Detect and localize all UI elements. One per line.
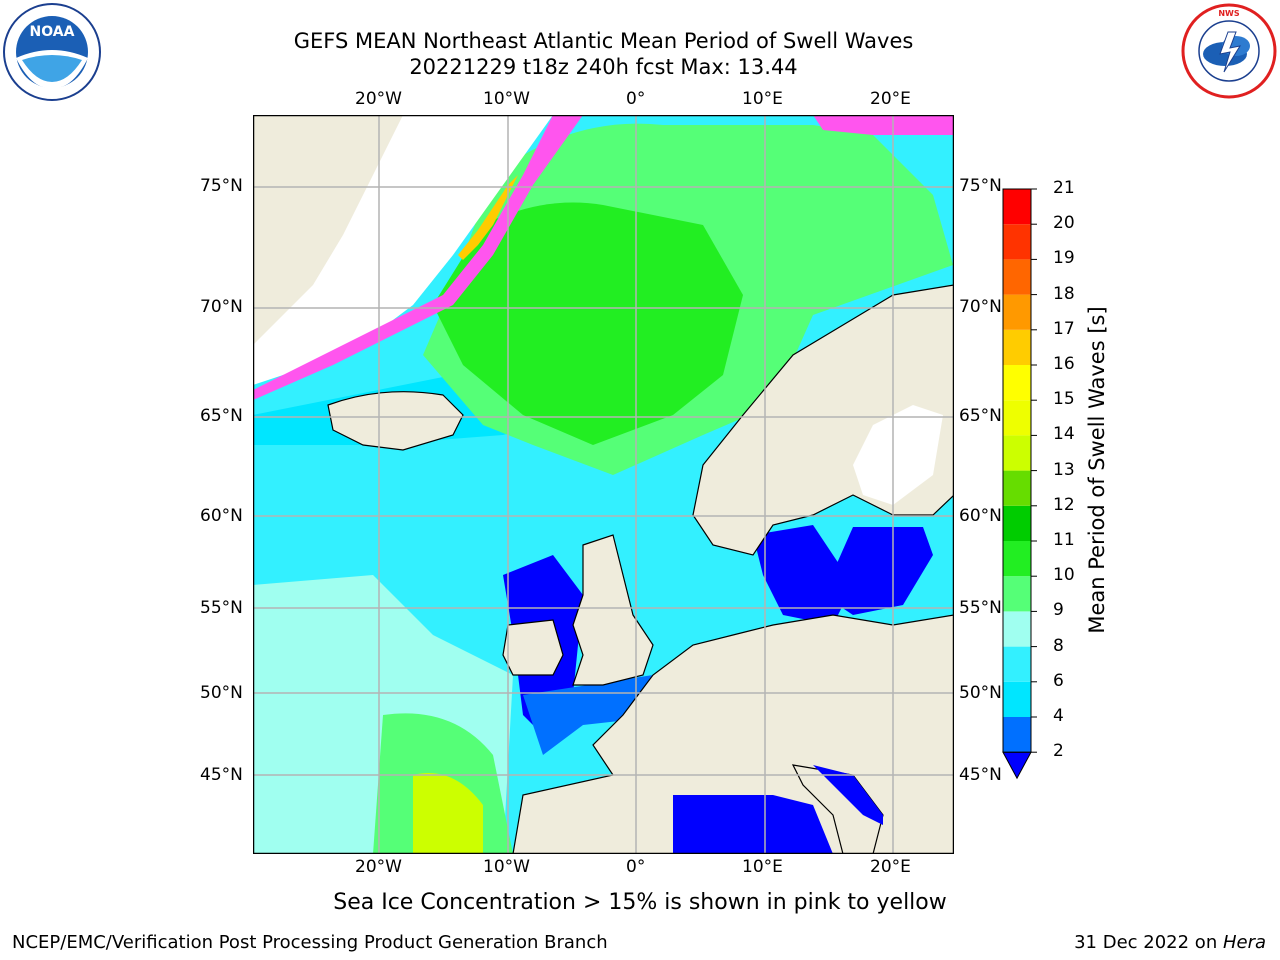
adriatic: [813, 765, 883, 825]
colorbar-segment: [1003, 189, 1031, 225]
colorbar-tick-label: 4: [1053, 706, 1064, 726]
lon-label-top-20e: 20°E: [870, 89, 911, 109]
colorbar-segment: [1003, 717, 1031, 753]
lon-label-top-20w: 20°W: [355, 89, 402, 109]
lon-label-bottom-10w: 10°W: [483, 857, 530, 877]
sea-ice-edge: [253, 115, 583, 400]
sea-ice-caption: Sea Ice Concentration > 15% is shown in …: [333, 890, 947, 915]
lon-label-bottom-10e: 10°E: [742, 857, 783, 877]
colorbar-tick-label: 17: [1053, 318, 1075, 339]
colorbar: [1002, 188, 1037, 780]
lon-label-top-0: 0°: [626, 89, 646, 109]
swell-field-green-core: [433, 202, 743, 445]
lat-label-left-45n: 45°N: [200, 765, 243, 785]
lat-label-left-70n: 70°N: [200, 297, 243, 317]
lon-label-bottom-20w: 20°W: [355, 857, 402, 877]
lat-label-left-65n: 65°N: [200, 406, 243, 426]
footer-date: 31 Dec 2022 on Hera: [1074, 932, 1266, 953]
colorbar-segment: [1003, 329, 1031, 365]
colorbar-segment: [1003, 611, 1031, 647]
lat-label-right-70n: 70°N: [959, 297, 1002, 317]
colorbar-segment: [1003, 224, 1031, 260]
colorbar-tick-label: 6: [1053, 670, 1064, 691]
lat-label-right-55n: 55°N: [959, 598, 1002, 618]
chart-subtitle: 20221229 t18z 240h fcst Max: 13.44: [409, 55, 798, 79]
ireland: [502, 619, 564, 676]
colorbar-label: Mean Period of Swell Waves [s]: [1085, 306, 1109, 634]
colorbar-tick-label: 11: [1053, 530, 1075, 550]
lon-label-top-10e: 10°E: [742, 89, 783, 109]
footer-machine: Hera: [1222, 932, 1266, 953]
colorbar-tick-label: 16: [1053, 354, 1075, 374]
footer-date-text: 31 Dec 2022 on: [1074, 932, 1223, 953]
colorbar-tick-label: 9: [1053, 600, 1064, 621]
colorbar-tick-label: 13: [1053, 459, 1075, 480]
colorbar-segment: [1003, 259, 1031, 295]
lat-label-right-60n: 60°N: [959, 506, 1002, 526]
colorbar-segment: [1003, 646, 1031, 682]
svalbard-ice: [813, 115, 953, 135]
med-sea: [673, 795, 833, 854]
footer-branch: NCEP/EMC/Verification Post Processing Pr…: [12, 932, 608, 953]
lat-label-left-75n: 75°N: [200, 176, 243, 196]
colorbar-tick-label: 19: [1053, 248, 1075, 269]
colorbar-tick-label: 18: [1053, 283, 1075, 304]
map-panel: [253, 115, 954, 854]
colorbar-segment: [1003, 294, 1031, 330]
lon-label-bottom-20e: 20°E: [870, 857, 911, 877]
lon-label-top-10w: 10°W: [483, 89, 530, 109]
graticule: [253, 115, 954, 854]
colorbar-extend-arrow: [1002, 751, 1032, 780]
swell-field-yellow-green-sw: [413, 773, 483, 854]
swell-field-blue-baltic-east: [823, 527, 933, 615]
colorbar-segment: [1003, 576, 1031, 612]
lon-label-bottom-0: 0°: [626, 857, 646, 877]
colorbar-tick-label: 8: [1053, 635, 1064, 656]
lat-label-left-50n: 50°N: [200, 683, 243, 703]
noaa-logo-text: NOAA: [30, 24, 75, 40]
lat-label-left-60n: 60°N: [200, 506, 243, 526]
colorbar-segment: [1003, 400, 1031, 436]
colorbar-tick-label: 12: [1053, 494, 1075, 515]
colorbar-segment: [1003, 365, 1031, 401]
colorbar-tick-label: 21: [1053, 178, 1075, 198]
lat-label-right-65n: 65°N: [959, 406, 1002, 426]
colorbar-segment: [1003, 681, 1031, 717]
colorbar-tick-label: 2: [1053, 741, 1064, 762]
lat-label-right-50n: 50°N: [959, 683, 1002, 703]
colorbar-segment: [1003, 435, 1031, 471]
svg-text:NWS: NWS: [1218, 9, 1240, 18]
colorbar-segment: [1003, 541, 1031, 577]
swell-field-blue-baltic: [753, 525, 853, 625]
gulf-of-bothnia-white: [853, 405, 943, 505]
lat-label-right-45n: 45°N: [959, 765, 1002, 785]
sea-ice-edge-yellow: [458, 175, 518, 260]
colorbar-segment: [1003, 505, 1031, 541]
colorbar-tick-label: 15: [1053, 389, 1075, 410]
nws-logo: NWS: [1181, 3, 1277, 99]
colorbar-tick-label: 20: [1053, 213, 1075, 234]
colorbar-tick-label: 14: [1053, 424, 1075, 445]
greenland-land: [253, 115, 403, 345]
iceland: [327, 391, 464, 451]
lat-label-left-55n: 55°N: [200, 598, 243, 618]
great-britain: [572, 534, 654, 686]
noaa-logo: NOAA: [3, 3, 101, 101]
lat-label-right-75n: 75°N: [959, 176, 1002, 196]
colorbar-tick-label: 10: [1053, 565, 1075, 586]
colorbar-segment: [1003, 470, 1031, 506]
chart-title: GEFS MEAN Northeast Atlantic Mean Period…: [293, 29, 914, 53]
